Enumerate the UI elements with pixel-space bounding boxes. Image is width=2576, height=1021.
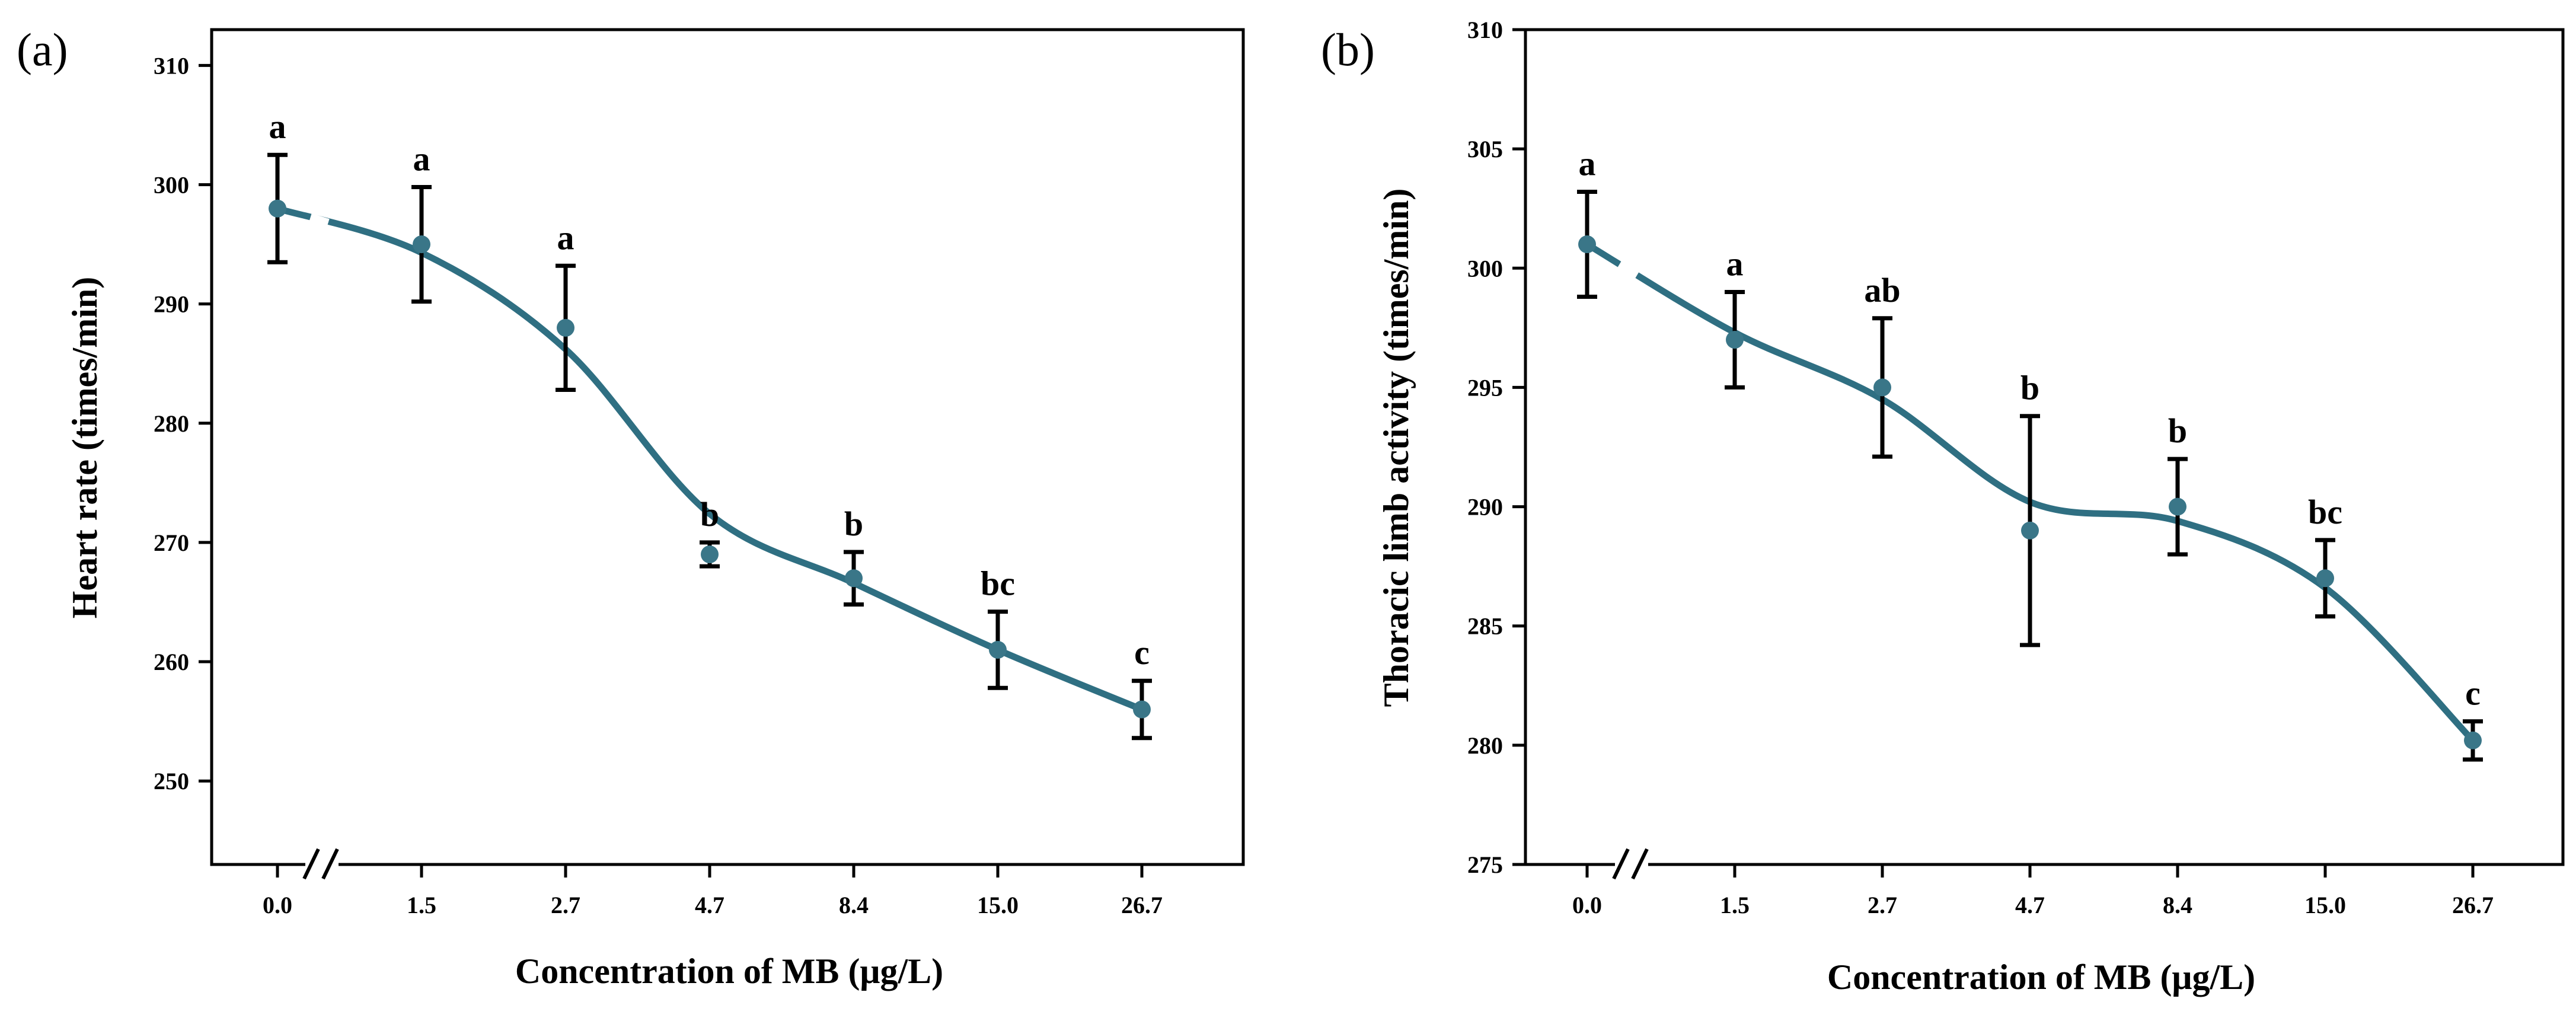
panel-a-y-tick-label: 280 bbox=[154, 410, 189, 437]
panel-a-x-tick-label: 26.7 bbox=[1121, 892, 1163, 918]
panel-b-y-axis-title: Thoracic limb activity (times/min) bbox=[1377, 189, 1416, 707]
panel-b-data-point bbox=[2464, 731, 2482, 749]
panel-a-y-tick-label: 250 bbox=[154, 768, 189, 795]
panel-b-data-point bbox=[1578, 235, 1596, 254]
panel-b-x-tick-label: 1.5 bbox=[1720, 892, 1750, 918]
panel-a-x-tick-label: 4.7 bbox=[695, 892, 724, 918]
panel-b-data-point bbox=[2316, 569, 2334, 588]
panel-a-x-tick-label: 15.0 bbox=[977, 892, 1019, 918]
panel-a-significance-label: b bbox=[844, 505, 863, 543]
panel-b-axis-break-mark bbox=[1612, 848, 1649, 880]
panel-a-data-point bbox=[701, 545, 719, 564]
panel-b-x-tick-label: 15.0 bbox=[2304, 892, 2346, 918]
panel-b-significance-label: bc bbox=[2308, 493, 2342, 531]
panel-b-x-tick-label: 8.4 bbox=[2163, 892, 2192, 918]
panel-a-significance-label: a bbox=[269, 107, 286, 146]
panel-b-significance-label: c bbox=[2465, 674, 2481, 713]
panel-a-y-tick-label: 260 bbox=[154, 649, 189, 675]
panel-a-significance-label: a bbox=[557, 218, 574, 257]
panel-a-fit-curve bbox=[274, 205, 1145, 713]
panel-b-y-tick-label: 300 bbox=[1467, 255, 1503, 282]
panel-b-y-tick-label: 275 bbox=[1467, 851, 1503, 878]
panel-a-y-tick-label: 300 bbox=[154, 171, 189, 198]
panel-a-axis-break-mark bbox=[302, 848, 339, 880]
panel-b-significance-label: b bbox=[2168, 411, 2187, 450]
panel-a-data-point bbox=[413, 235, 430, 254]
panel-a-curve-break-gap bbox=[308, 213, 330, 229]
panel-a-x-tick-label: 8.4 bbox=[839, 892, 869, 918]
panel-b-y-tick-label: 280 bbox=[1467, 732, 1503, 759]
panel-b-data-point bbox=[2021, 521, 2039, 540]
panel-b-significance-label: ab bbox=[1864, 271, 1900, 310]
panel-a-data-point bbox=[557, 318, 574, 337]
panel-b-x-tick-label: 4.7 bbox=[2015, 892, 2045, 918]
panel-b-y-tick-label: 285 bbox=[1467, 613, 1503, 640]
panel-a-plot-area: 250 260 270 280 290 300 310 0.0 1.5 2.7 4.7 8.4 15.0… bbox=[154, 28, 1245, 918]
panel-b-x-tick-label: 26.7 bbox=[2452, 892, 2494, 918]
panel-b-y-tick-label: 290 bbox=[1467, 494, 1503, 521]
panel-b-data-point bbox=[2169, 497, 2186, 516]
panel-b-x-tick-label: 0.0 bbox=[1572, 892, 1602, 918]
panel-a-data-point bbox=[269, 199, 286, 218]
panel-a-significance-label: c bbox=[1134, 633, 1150, 672]
panel-a-data-point bbox=[845, 569, 863, 588]
panel-a-heart-rate-chart: (a) Heart rate (times/min) Concentration… bbox=[17, 24, 1245, 991]
panel-a-x-tick-label: 1.5 bbox=[407, 892, 436, 918]
panel-b-plot-frame bbox=[1524, 28, 2565, 866]
panel-a-data-point bbox=[989, 640, 1007, 659]
panel-a-x-axis-title: Concentration of MB (μg/L) bbox=[515, 952, 943, 991]
panel-a-significance-label: a bbox=[413, 140, 430, 178]
panel-b-data-point bbox=[1726, 330, 1744, 349]
panel-b-x-axis-title: Concentration of MB (μg/L) bbox=[1827, 958, 2255, 997]
panel-b-y-tick-label: 310 bbox=[1467, 17, 1503, 43]
panel-a-plot-frame bbox=[210, 28, 1245, 866]
panel-b-y-tick-label: 305 bbox=[1467, 136, 1503, 162]
panel-a-x-tick-label: 2.7 bbox=[551, 892, 580, 918]
panel-a-significance-label: bc bbox=[981, 564, 1015, 603]
panel-b-significance-label: b bbox=[2020, 369, 2039, 407]
panel-b-y-tick-label: 295 bbox=[1467, 374, 1503, 401]
panel-b-significance-label: a bbox=[1726, 245, 1744, 283]
panel-b-label: (b) bbox=[1321, 24, 1375, 75]
panel-b-x-tick-label: 2.7 bbox=[1868, 892, 1897, 918]
panel-a-y-tick-label: 290 bbox=[154, 291, 189, 318]
panel-b-plot-area: 275 280 285 290 295 300 305 310 0.0 1.5 2.7 4.7 8.4 1… bbox=[1467, 17, 2565, 918]
panel-a-data-point bbox=[1133, 700, 1151, 719]
panel-a-x-tick-label: 0.0 bbox=[263, 892, 292, 918]
panel-a-label: (a) bbox=[17, 24, 68, 75]
panel-b-curve-break-gap bbox=[1617, 259, 1640, 279]
panel-a-y-axis-title: Heart rate (times/min) bbox=[65, 277, 104, 618]
panel-b-significance-label: a bbox=[1579, 145, 1596, 183]
panel-a-y-tick-label: 310 bbox=[154, 52, 189, 79]
panel-b-data-point bbox=[1873, 378, 1891, 397]
panel-a-y-tick-label: 270 bbox=[154, 529, 189, 556]
panel-b-thoracic-limb-chart: (b) Thoracic limb activity (times/min) C… bbox=[1321, 17, 2565, 997]
panel-a-significance-label: b bbox=[700, 495, 719, 534]
